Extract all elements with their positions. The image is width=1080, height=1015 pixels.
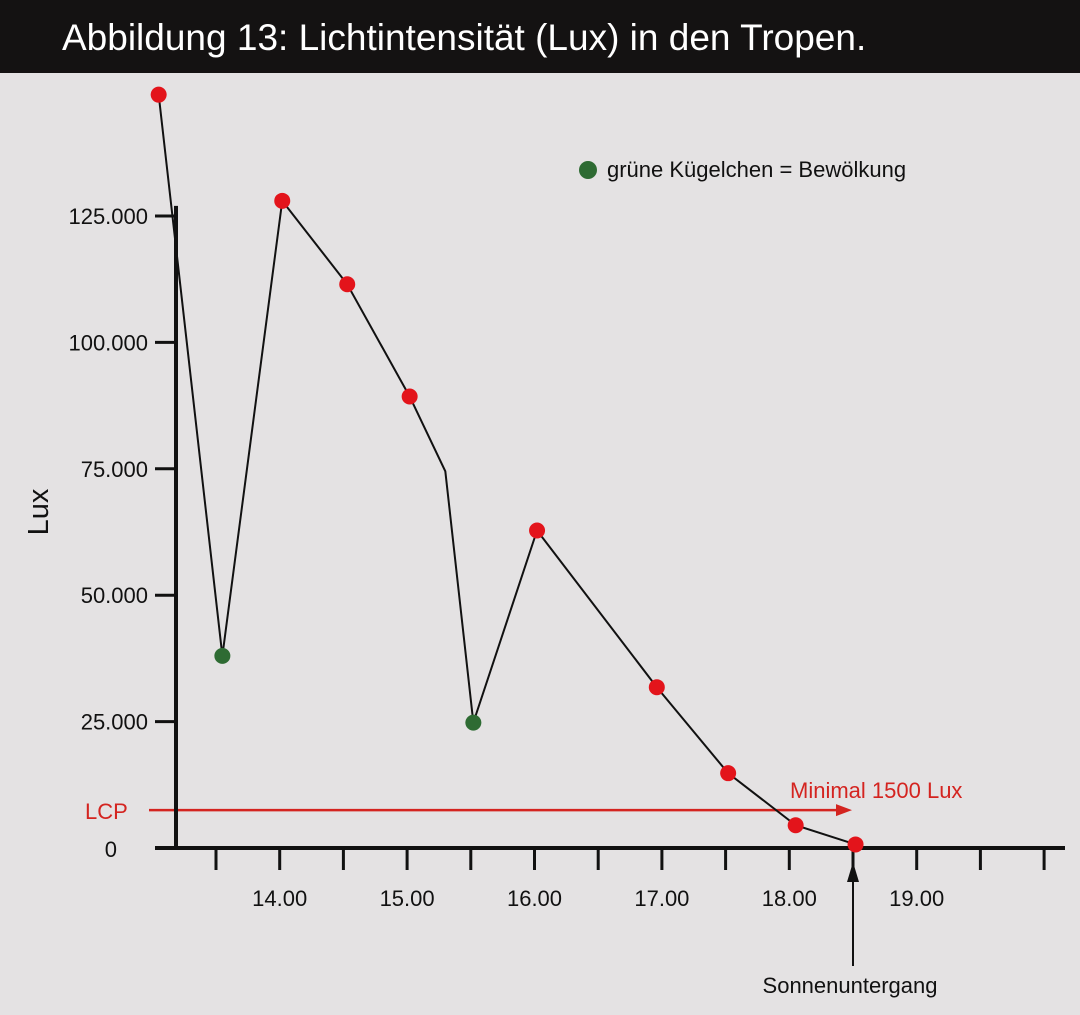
legend-label: grüne Kügelchen = Bewölkung — [607, 157, 906, 182]
y-axis-label: Lux — [23, 488, 55, 535]
data-point — [648, 679, 665, 696]
x-tick-label: 19.00 — [889, 886, 944, 911]
x-tick-label: 15.00 — [380, 886, 435, 911]
y-tick-label: 100.000 — [68, 330, 148, 355]
data-point — [274, 192, 291, 209]
legend: grüne Kügelchen = Bewölkung — [579, 157, 906, 182]
data-point — [339, 276, 356, 293]
axes-layer — [155, 205, 1065, 870]
data-point — [150, 86, 167, 103]
data-point — [401, 388, 418, 405]
sunset-arrowhead — [847, 862, 859, 882]
lcp-label: LCP — [85, 799, 128, 824]
data-point — [787, 817, 804, 834]
cloud-data-point — [214, 647, 231, 664]
legend-marker — [579, 161, 597, 179]
x-tick-label: 16.00 — [507, 886, 562, 911]
minimal-lux-label: Minimal 1500 Lux — [790, 778, 962, 803]
chart-title: Abbildung 13: Lichtintensität (Lux) in d… — [62, 17, 867, 58]
y-tick-label: 50.000 — [81, 583, 148, 608]
lcp-arrowhead — [836, 804, 852, 817]
x-tick-label: 14.00 — [252, 886, 307, 911]
y-tick-label: 0 — [105, 837, 117, 862]
y-tick-label: 25.000 — [81, 710, 148, 735]
data-point — [720, 765, 737, 782]
y-tick-label: 75.000 — [81, 457, 148, 482]
y-tick-label: 125.000 — [68, 204, 148, 229]
x-tick-label: 18.00 — [762, 886, 817, 911]
lcp-annotation: LCP Minimal 1500 Lux — [85, 778, 962, 824]
series-line — [157, 94, 856, 846]
labels-layer: 0 25.000 50.000 75.000 100.000 125.000 14.00 15… — [68, 204, 944, 911]
sunset-annotation: Sonnenuntergang — [763, 973, 938, 998]
cloud-data-point — [465, 714, 482, 731]
sunset-label: Sonnenuntergang — [763, 973, 938, 998]
title-bar: Abbildung 13: Lichtintensität (Lux) in d… — [0, 0, 1080, 73]
data-point — [847, 836, 864, 853]
x-tick-label: 17.00 — [634, 886, 689, 911]
data-point — [529, 522, 546, 539]
annotations-layer — [149, 804, 859, 966]
series-layer — [150, 86, 864, 853]
